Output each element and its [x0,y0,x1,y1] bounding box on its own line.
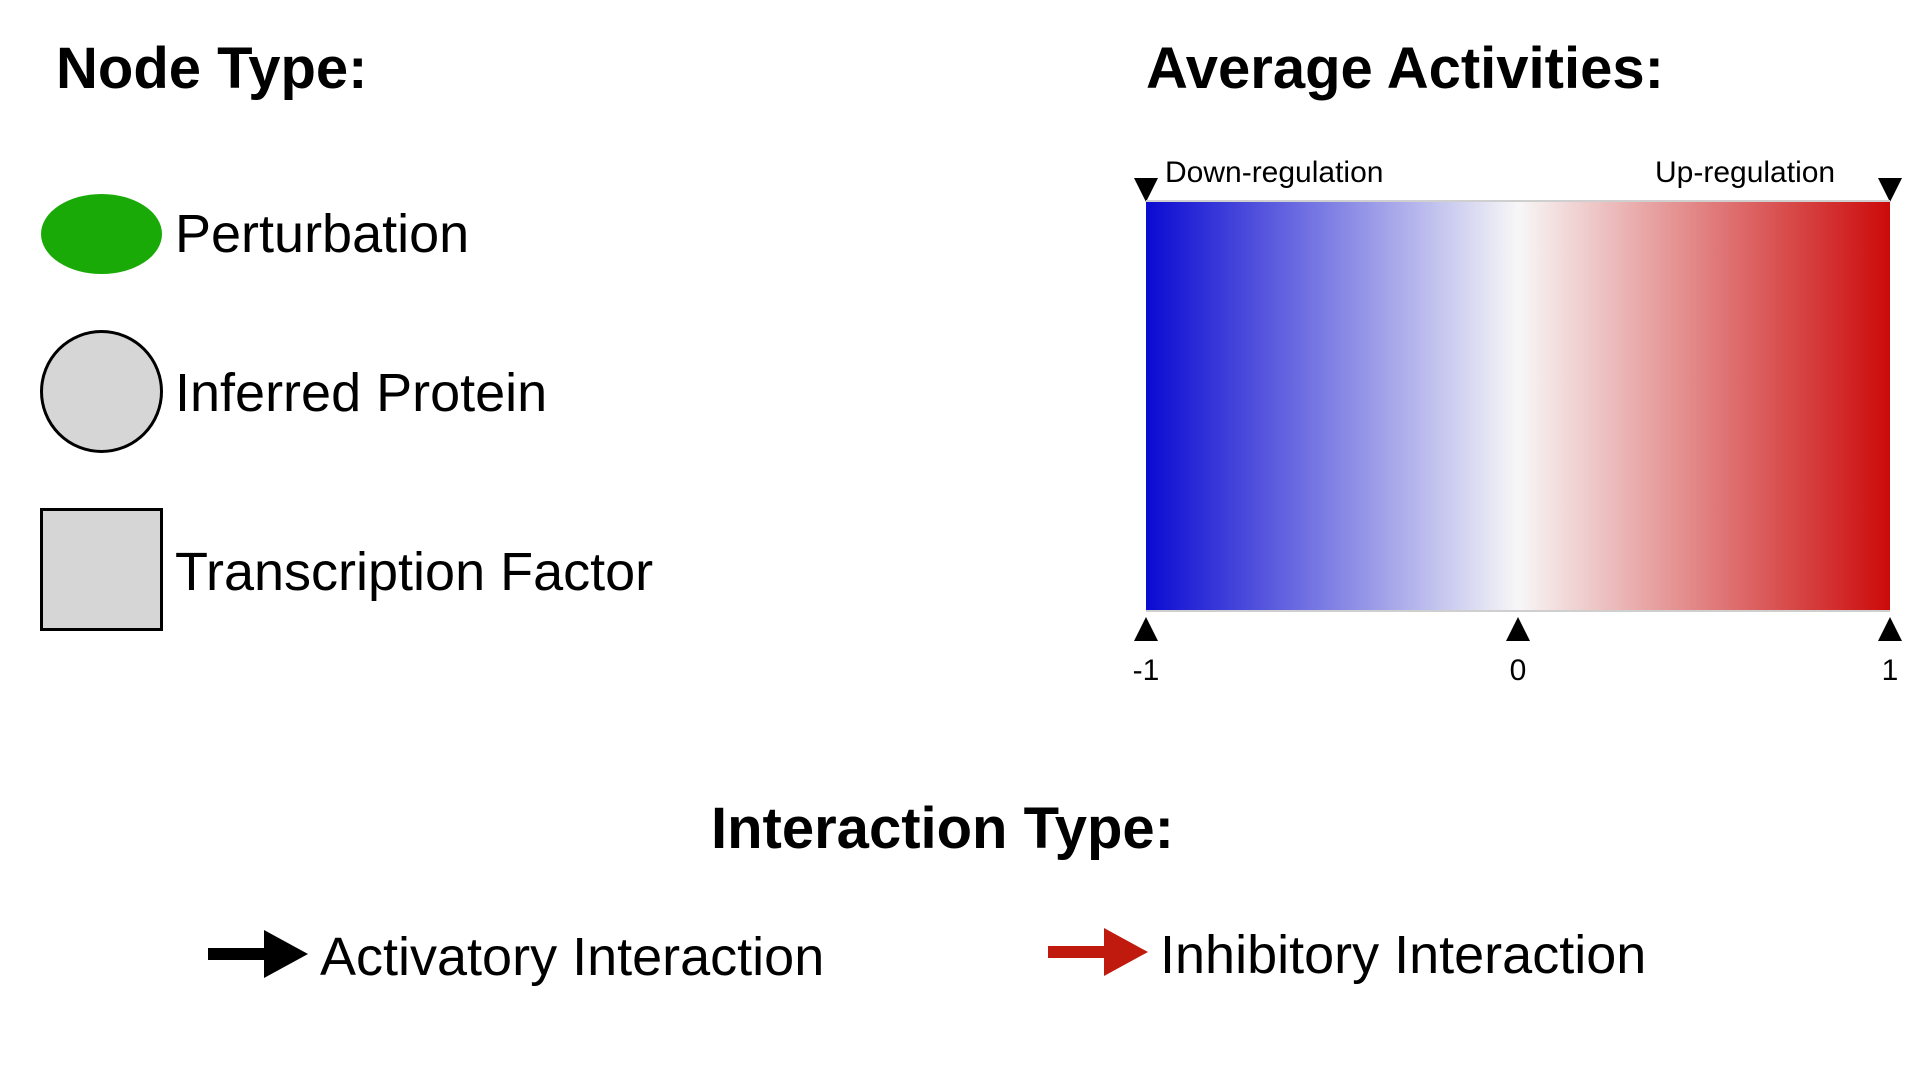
tick-label-max: 1 [1881,654,1899,687]
tick-max-marker-icon [1878,617,1902,641]
up-regulation-marker-icon [1878,178,1902,202]
red-arrow-icon [1048,928,1148,976]
node-type-heading: Node Type: [56,36,368,101]
perturbation-label: Perturbation [175,204,470,264]
black-arrow-icon [208,930,308,978]
tick-min-marker-icon [1134,617,1158,641]
transcription-factor-square-icon [40,508,163,631]
tick-mid-marker-icon [1506,617,1530,641]
interaction-type-heading: Interaction Type: [711,796,1174,861]
inferred-protein-circle-icon [40,330,163,453]
transcription-factor-label: Transcription Factor [175,542,654,602]
activity-color-scale [1146,200,1890,612]
inhibitory-interaction-label: Inhibitory Interaction [1160,925,1647,985]
inferred-protein-label: Inferred Protein [175,363,548,423]
down-regulation-caption: Down-regulation [1165,156,1384,189]
up-regulation-caption: Up-regulation [1655,156,1836,189]
activatory-interaction-label: Activatory Interaction [320,927,825,987]
average-activities-heading: Average Activities: [1146,36,1664,101]
perturbation-ellipse-icon [41,194,162,274]
tick-label-mid: 0 [1509,654,1527,687]
tick-label-min: -1 [1132,654,1160,687]
down-regulation-marker-icon [1134,178,1158,202]
